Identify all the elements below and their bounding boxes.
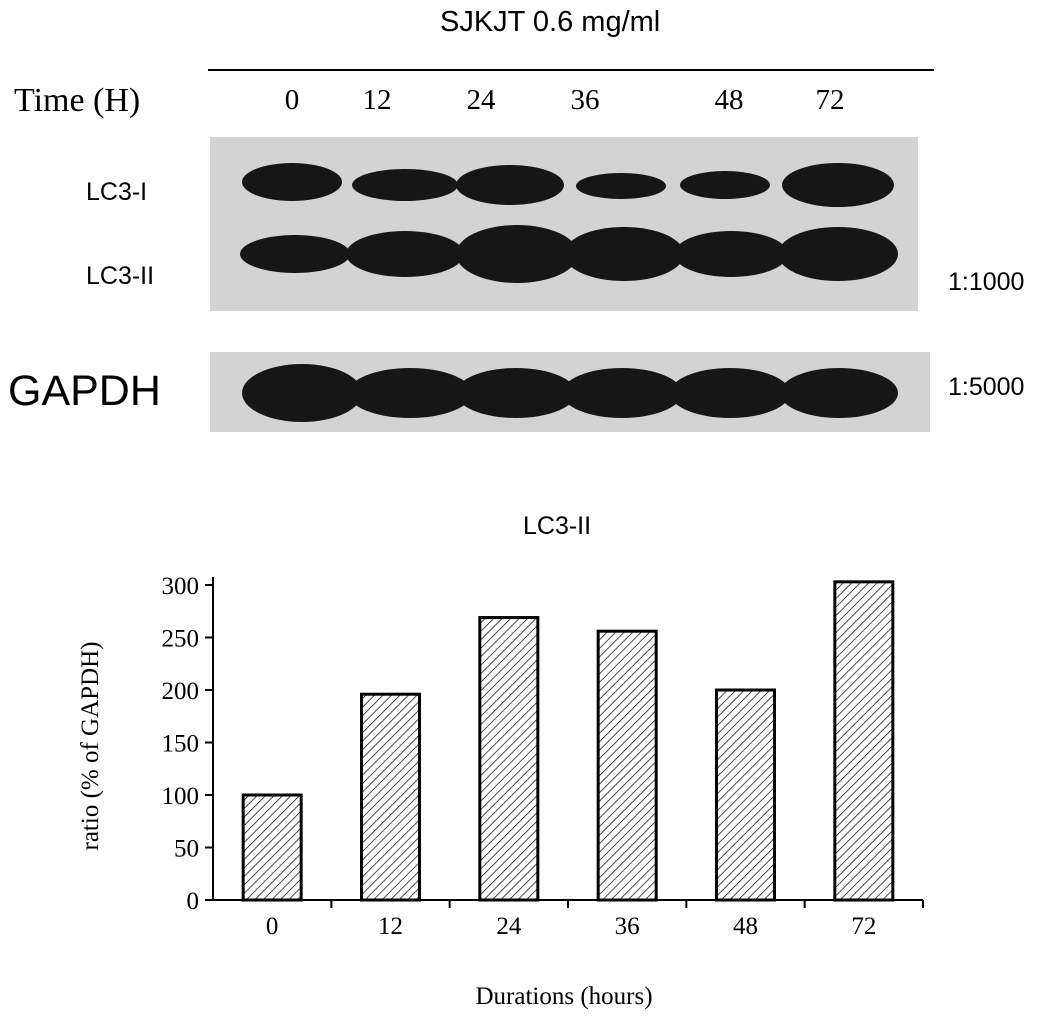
x-axis-label: Durations (hours) [475,983,652,1010]
y-tick-label: 100 [162,783,200,810]
chart-ticks: 0 50 100 150 200 250 300 0 12 24 36 48 72 [162,573,924,940]
lane-label: 24 [466,84,496,116]
gapdh-band [780,368,898,418]
lane-label: 0 [284,84,300,116]
lc3-i-band [456,165,564,205]
lc3-i-label: LC3-I [86,178,148,206]
lane-label: 72 [815,84,845,116]
x-tick-label: 24 [496,913,522,940]
bar [241,793,303,902]
lc3-i-band [576,173,666,199]
y-tick-label: 300 [162,573,200,600]
treatment-underline [208,69,934,71]
bar [596,629,658,902]
lane-label: 12 [362,84,392,116]
lc3-ii-band [346,231,464,277]
gapdh-blot-image [210,352,930,432]
bar [715,688,776,902]
gapdh-band [348,368,472,418]
y-tick-label: 0 [187,888,200,915]
lc3-ii-band [456,225,578,283]
lc3-i-band [782,163,894,207]
y-tick-label: 50 [174,836,199,863]
time-axis-label: Time (H) [14,82,141,119]
gapdh-band [670,368,790,418]
lc3-i-band [680,171,770,199]
lc3-ii-band [778,227,898,281]
gapdh-label: GAPDH [8,367,161,415]
lc3-i-band [242,163,342,201]
treatment-label: SJKJT 0.6 mg/ml [440,6,661,38]
chart-title: LC3-II [523,512,592,540]
gapdh-dilution-label: 1:5000 [948,373,1025,401]
chart-bars [241,580,895,902]
lc3-ii-band [240,235,350,273]
y-axis-label: ratio (% of GAPDH) [77,642,104,851]
bar [360,692,421,902]
x-tick-label: 48 [733,913,758,940]
bar [478,616,540,902]
gapdh-band [562,368,682,418]
lane-label: 36 [570,84,600,116]
y-tick-label: 250 [162,626,200,653]
lc3-ii-band [674,231,788,277]
lc3-blot-image [210,137,918,311]
lane-label: 48 [714,84,744,116]
y-tick-label: 200 [162,678,200,705]
x-tick-label: 12 [378,913,403,940]
x-tick-label: 0 [266,913,279,940]
x-tick-label: 36 [615,913,640,940]
x-tick-label: 72 [851,913,876,940]
lc3-ii-label: LC3-II [86,262,155,290]
lc3-i-band [352,169,458,201]
gapdh-band [456,368,576,418]
bar [833,580,895,902]
chart-axes [212,577,923,901]
lc3-dilution-label: 1:1000 [948,268,1025,296]
gapdh-band [242,364,362,422]
y-tick-label: 150 [162,731,200,758]
lc3-ii-band [564,227,684,281]
